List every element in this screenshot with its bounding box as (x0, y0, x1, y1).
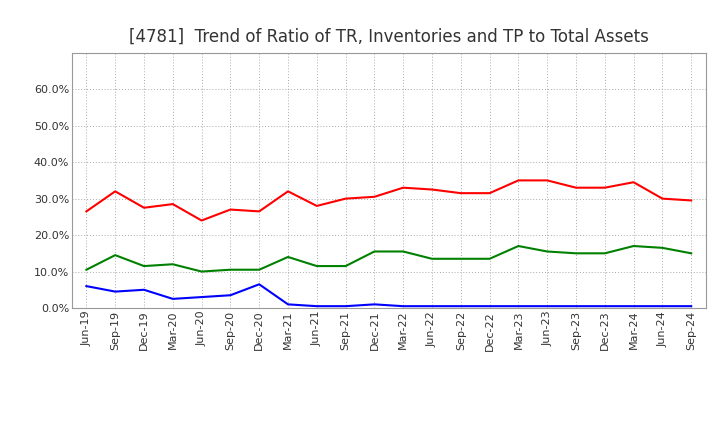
Inventories (255, 282, 264, 287)
Inventories (687, 304, 696, 309)
Inventories (168, 296, 177, 301)
Inventories (629, 304, 638, 309)
Trade Payables (284, 254, 292, 260)
Inventories (341, 304, 350, 309)
Trade Payables (428, 256, 436, 261)
Trade Receivables (370, 194, 379, 199)
Inventories (82, 283, 91, 289)
Inventories (485, 304, 494, 309)
Inventories (370, 302, 379, 307)
Trade Receivables (82, 209, 91, 214)
Trade Payables (140, 264, 148, 269)
Trade Receivables (168, 202, 177, 207)
Trade Payables (543, 249, 552, 254)
Inventories (572, 304, 580, 309)
Trade Receivables (226, 207, 235, 212)
Title: [4781]  Trend of Ratio of TR, Inventories and TP to Total Assets: [4781] Trend of Ratio of TR, Inventories… (129, 28, 649, 46)
Trade Payables (312, 264, 321, 269)
Trade Payables (658, 245, 667, 250)
Trade Payables (197, 269, 206, 274)
Inventories (543, 304, 552, 309)
Trade Receivables (399, 185, 408, 191)
Trade Payables (600, 251, 609, 256)
Inventories (658, 304, 667, 309)
Trade Receivables (600, 185, 609, 191)
Trade Payables (341, 264, 350, 269)
Inventories (197, 294, 206, 300)
Line: Inventories: Inventories (86, 284, 691, 306)
Trade Payables (456, 256, 465, 261)
Inventories (600, 304, 609, 309)
Trade Receivables (658, 196, 667, 201)
Trade Payables (111, 253, 120, 258)
Trade Payables (572, 251, 580, 256)
Line: Trade Receivables: Trade Receivables (86, 180, 691, 220)
Trade Receivables (572, 185, 580, 191)
Trade Receivables (629, 180, 638, 185)
Trade Receivables (514, 178, 523, 183)
Inventories (226, 293, 235, 298)
Line: Trade Payables: Trade Payables (86, 246, 691, 271)
Trade Receivables (543, 178, 552, 183)
Trade Receivables (111, 189, 120, 194)
Inventories (514, 304, 523, 309)
Trade Receivables (428, 187, 436, 192)
Trade Payables (514, 243, 523, 249)
Trade Payables (255, 267, 264, 272)
Trade Receivables (197, 218, 206, 223)
Trade Receivables (284, 189, 292, 194)
Inventories (456, 304, 465, 309)
Trade Payables (629, 243, 638, 249)
Trade Payables (168, 262, 177, 267)
Trade Payables (82, 267, 91, 272)
Trade Receivables (140, 205, 148, 210)
Trade Payables (485, 256, 494, 261)
Trade Payables (226, 267, 235, 272)
Trade Receivables (456, 191, 465, 196)
Trade Payables (370, 249, 379, 254)
Trade Receivables (485, 191, 494, 196)
Trade Receivables (687, 198, 696, 203)
Inventories (284, 302, 292, 307)
Inventories (312, 304, 321, 309)
Inventories (140, 287, 148, 293)
Inventories (111, 289, 120, 294)
Trade Receivables (255, 209, 264, 214)
Inventories (428, 304, 436, 309)
Trade Payables (687, 251, 696, 256)
Trade Receivables (341, 196, 350, 201)
Inventories (399, 304, 408, 309)
Trade Receivables (312, 203, 321, 209)
Trade Payables (399, 249, 408, 254)
